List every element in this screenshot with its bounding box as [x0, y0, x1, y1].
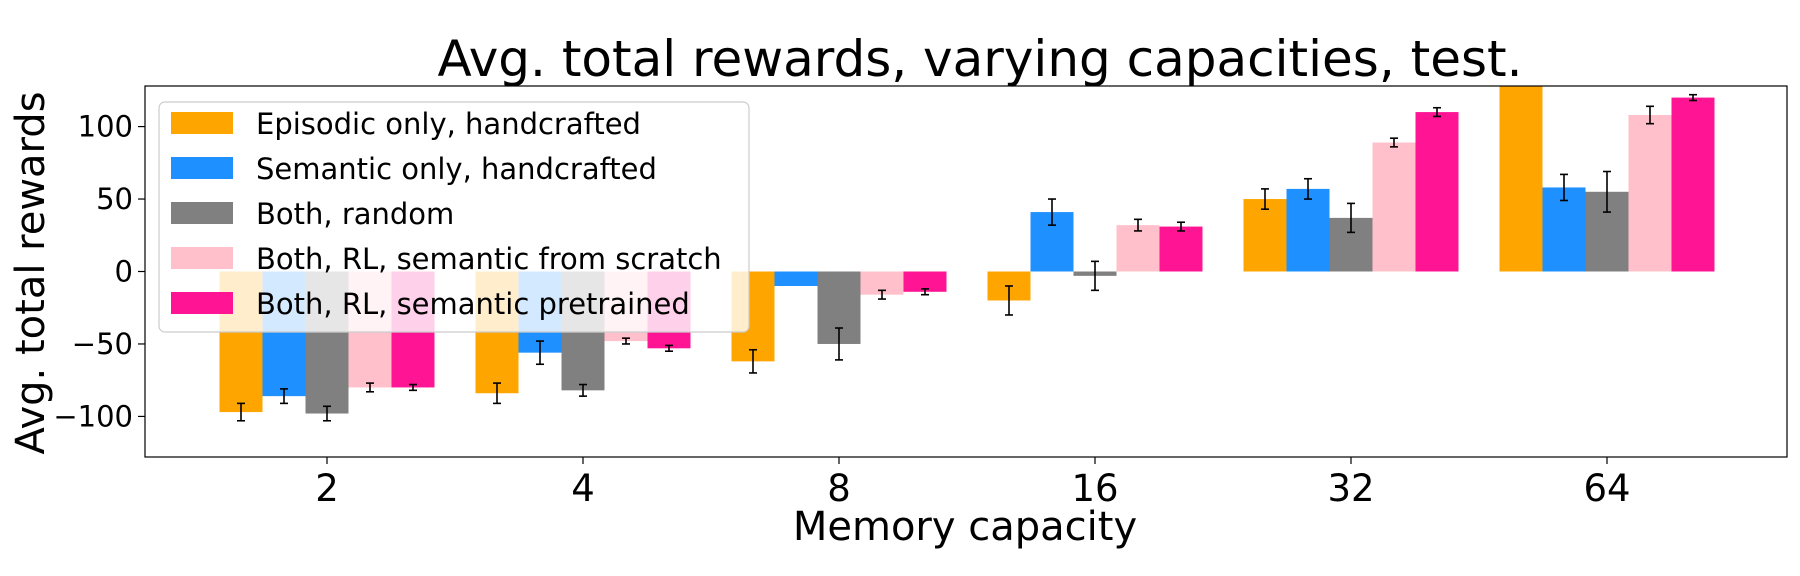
legend-label: Both, RL, semantic from scratch	[256, 242, 722, 276]
legend-label: Both, RL, semantic pretrained	[256, 287, 690, 321]
y-axis-label: Avg. total rewards	[8, 91, 54, 454]
bar	[1286, 188, 1330, 272]
bar	[860, 271, 904, 295]
legend-swatch	[171, 202, 233, 224]
bar	[1243, 199, 1287, 272]
legend-label: Episodic only, handcrafted	[256, 107, 641, 141]
chart-title: Avg. total rewards, varying capacities, …	[437, 30, 1522, 88]
bar	[1116, 225, 1160, 272]
legend-box	[158, 101, 750, 333]
legend-swatch	[171, 157, 233, 179]
legend-swatch	[171, 247, 233, 269]
y-tick-label: 50	[96, 182, 133, 216]
legend-swatch	[171, 112, 233, 134]
x-tick-label: 2	[315, 467, 339, 510]
bar	[1415, 112, 1459, 272]
bar	[774, 271, 818, 286]
bar	[1628, 114, 1672, 272]
bar	[1372, 142, 1416, 272]
y-tick-label: −50	[72, 327, 133, 361]
legend-label: Both, random	[256, 197, 454, 231]
x-tick-label: 8	[827, 467, 851, 510]
y-tick-label: −100	[53, 399, 133, 433]
legend-label: Semantic only, handcrafted	[256, 152, 657, 186]
x-tick-label: 4	[571, 467, 595, 510]
y-tick-label: 0	[115, 255, 133, 289]
x-tick-label: 16	[1071, 467, 1118, 510]
x-tick-label: 32	[1327, 467, 1374, 510]
legend-swatch	[171, 292, 233, 314]
bar	[903, 271, 947, 292]
bar	[1159, 226, 1203, 272]
bar	[1671, 97, 1715, 272]
x-axis-label: Memory capacity	[793, 504, 1137, 550]
legend: Episodic only, handcrafted Semantic only,…	[158, 101, 750, 333]
x-tick-label: 64	[1583, 467, 1630, 510]
bar	[1542, 187, 1586, 272]
y-tick-label: 100	[78, 110, 133, 144]
bar	[1499, 86, 1543, 272]
